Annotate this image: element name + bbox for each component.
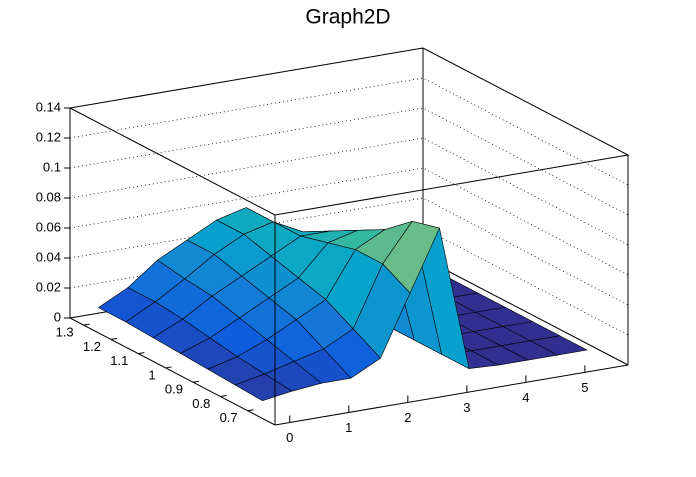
x-tick-label: 2	[404, 410, 411, 425]
z-tick-label: 0	[54, 309, 61, 324]
y-tick-label: 1.2	[83, 339, 101, 354]
z-tick-label: 0.12	[36, 129, 61, 144]
x-tick-label: 3	[463, 400, 470, 415]
y-tick-label: 0.8	[192, 396, 210, 411]
grid-line	[69, 257, 629, 366]
grid-line	[69, 77, 629, 186]
z-tick-label: 0.02	[36, 279, 61, 294]
chart-title: Graph2D	[305, 6, 390, 29]
box-top	[68, 47, 630, 216]
y-tick-label: 1.3	[56, 325, 74, 340]
x-tick-label: 1	[345, 420, 352, 435]
y-tick	[247, 409, 254, 412]
grid-line	[69, 227, 629, 336]
y-axis	[69, 317, 276, 426]
y-tick	[83, 323, 90, 326]
grid-line	[69, 107, 629, 216]
surface-cell	[234, 373, 293, 402]
z-tick-label: 0.06	[36, 219, 61, 234]
x-tick-label: 0	[286, 430, 293, 445]
y-tick-label: 0.7	[220, 410, 238, 425]
z-tick-label: 0.04	[36, 249, 61, 264]
z-tick-label: 0.08	[36, 189, 61, 204]
y-tick	[138, 352, 145, 355]
y-tick-label: 0.9	[165, 382, 183, 397]
y-tick	[165, 366, 172, 369]
x-tick-label: 5	[581, 380, 588, 395]
z-tick-label: 0.14	[36, 99, 61, 114]
y-tick	[220, 394, 227, 397]
grid-line	[69, 197, 629, 306]
grid-line	[69, 137, 629, 246]
y-tick	[110, 337, 118, 340]
z-tick-label: 0.1	[43, 159, 61, 174]
y-tick-label: 1	[148, 367, 155, 382]
grid-line	[69, 167, 629, 276]
x-tick-label: 4	[522, 390, 529, 405]
y-tick	[192, 380, 200, 383]
y-tick-label: 1.1	[110, 353, 128, 368]
x-axis	[274, 364, 629, 426]
